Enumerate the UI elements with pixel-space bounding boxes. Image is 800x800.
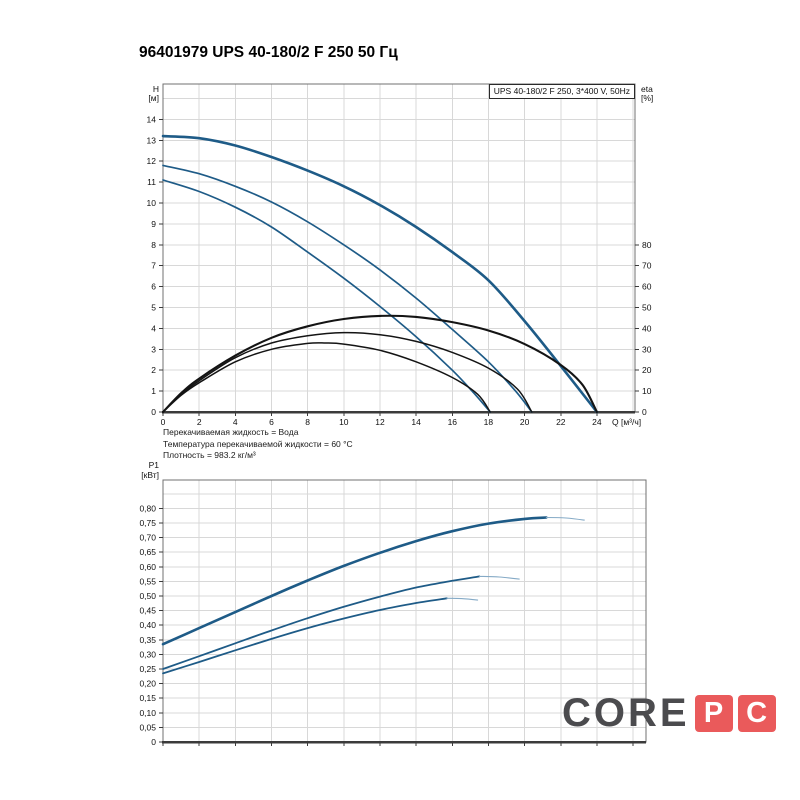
watermark-tile-p: P	[694, 694, 733, 732]
power-curve-speed3-tail	[545, 516, 585, 521]
bottom-chart-y-tick-label: 0,75	[139, 518, 156, 528]
bottom-chart-y-tick-label: 0,25	[139, 664, 156, 674]
top-chart-y-tick-label: 6	[151, 282, 156, 292]
top-chart-eta-axis-title: eta	[641, 84, 653, 94]
top-chart: 01234567891011121314H[м]0102030405060708…	[147, 83, 653, 427]
top-chart-x-axis-title: Q [м³/ч]	[612, 417, 641, 427]
watermark-word: CORE	[562, 691, 690, 735]
top-chart-x-tick-label: 0	[161, 417, 166, 427]
page-title: 96401979 UPS 40-180/2 F 250 50 Гц	[139, 44, 398, 61]
eta-curve-speed3	[161, 314, 598, 414]
top-chart-x-tick-label: 12	[375, 417, 385, 427]
top-chart-eta-tick-label: 10	[642, 386, 652, 396]
power-curve-speed3	[161, 516, 548, 646]
top-chart-grid	[163, 84, 635, 412]
top-chart-y-tick-label: 10	[147, 198, 157, 208]
top-chart-y-tick-label: 14	[147, 114, 157, 124]
bottom-chart-y-tick-label: 0,05	[139, 722, 156, 732]
top-chart-eta-tick-label: 80	[642, 240, 652, 250]
top-chart-y-tick-label: 12	[147, 156, 157, 166]
bottom-chart-y-axis-title: P1	[149, 460, 160, 470]
head-curve-speed3	[161, 134, 599, 414]
condition-temperature: Температура перекачиваемой жидкости = 60…	[163, 438, 353, 449]
top-chart-y-right-axis: 0 10 20 30 40 50 60 70 80 eta[%]	[635, 84, 653, 417]
conditions-block: Перекачиваемая жидкость = Вода Температу…	[163, 427, 353, 462]
bottom-chart-y-tick-label: 0,80	[139, 503, 156, 513]
top-chart-x-axis: 0 2 4 6 8 10 12 14 16 18 20 22 24 Q [м³/ч]	[161, 412, 641, 427]
top-chart-y-tick-label: 11	[147, 177, 156, 187]
bottom-chart-y-tick-label: 0,35	[139, 635, 156, 645]
top-chart-y-tick-label: 3	[151, 344, 156, 354]
watermark-tile-c: C	[737, 694, 776, 732]
watermark-logo: CORE P C	[562, 691, 776, 735]
bottom-chart-y-tick-label: 0,50	[139, 591, 156, 601]
condition-density: Плотность = 983.2 кг/м³	[163, 450, 256, 460]
eta-curve-speed2	[162, 331, 533, 413]
top-chart-y-tick-label: 1	[151, 386, 156, 396]
top-chart-y-tick-label: 13	[147, 135, 157, 145]
top-chart-y-tick-label: 9	[151, 219, 156, 229]
legend-label: UPS 40-180/2 F 250, 3*400 V, 50Hz	[493, 86, 630, 96]
top-chart-eta-axis-title: [%]	[641, 93, 653, 103]
bottom-chart-y-axis-title: [кВт]	[141, 470, 159, 480]
bottom-chart-y-tick-label: 0	[151, 737, 156, 747]
top-chart-x-tick-label: 16	[448, 417, 458, 427]
top-chart-y-tick-label: 5	[151, 303, 156, 313]
top-chart-y-tick-label: 0	[151, 407, 156, 417]
bottom-chart-y-tick-label: 0,10	[139, 708, 156, 718]
top-chart-x-tick-label: 10	[339, 417, 349, 427]
bottom-chart-y-tick-label: 0,30	[139, 649, 156, 659]
top-chart-y-axis-title: [м]	[148, 93, 159, 103]
top-chart-y-tick-label: 8	[151, 240, 156, 250]
bottom-chart-y-tick-label: 0,70	[139, 533, 156, 543]
top-chart-eta-tick-label: 70	[642, 261, 652, 271]
top-chart-eta-tick-label: 0	[642, 407, 647, 417]
eta-curve-speed1	[162, 342, 491, 413]
head-curve-speed2	[162, 164, 533, 413]
top-chart-y-axis-title: H	[153, 84, 159, 94]
top-chart-x-tick-label: 2	[197, 417, 202, 427]
top-chart-eta-tick-label: 40	[642, 323, 652, 333]
bottom-chart-y-tick-label: 0,40	[139, 620, 156, 630]
bottom-chart-y-tick-label: 0,15	[139, 693, 156, 703]
top-chart-x-tick-label: 18	[484, 417, 494, 427]
bottom-chart-y-tick-label: 0,55	[139, 576, 156, 586]
legend-box: UPS 40-180/2 F 250, 3*400 V, 50Hz	[488, 84, 635, 99]
bottom-chart: 0 0,05 0,10 0,15 0,20 0,25 0,30 0,35 0,40 0,45 0,5…	[139, 460, 647, 747]
top-chart-eta-tick-label: 60	[642, 282, 652, 292]
bottom-chart-y-tick-label: 0,45	[139, 606, 156, 616]
top-chart-eta-tick-label: 20	[642, 365, 652, 375]
bottom-chart-y-tick-label: 0,60	[139, 562, 156, 572]
head-curve-speed1	[162, 179, 492, 413]
top-chart-y-tick-label: 4	[151, 323, 156, 333]
top-chart-series	[161, 134, 599, 414]
top-chart-eta-tick-label: 50	[642, 303, 652, 313]
power-curve-speed2	[162, 575, 481, 670]
bottom-chart-x-axis	[162, 742, 634, 746]
top-chart-x-tick-label: 4	[233, 417, 238, 427]
power-curve-speed1-tail	[446, 597, 479, 601]
power-curve-speed1	[162, 597, 448, 675]
top-chart-x-tick-label: 8	[305, 417, 310, 427]
top-chart-x-tick-label: 22	[556, 417, 566, 427]
top-chart-eta-tick-label: 30	[642, 344, 652, 354]
power-curve-speed2-tail	[478, 575, 520, 580]
top-chart-x-tick-label: 24	[592, 417, 602, 427]
bottom-chart-series	[161, 516, 585, 675]
condition-fluid: Перекачиваемая жидкость = Вода	[163, 427, 299, 437]
bottom-chart-y-tick-label: 0,65	[139, 547, 156, 557]
bottom-chart-y-left-axis: 0 0,05 0,10 0,15 0,20 0,25 0,30 0,35 0,40 0,45 0,5…	[139, 460, 163, 747]
top-chart-y-tick-label: 2	[151, 365, 156, 375]
top-chart-y-tick-label: 7	[151, 261, 156, 271]
bottom-chart-y-tick-label: 0,20	[139, 679, 156, 689]
top-chart-x-tick-label: 6	[269, 417, 274, 427]
top-chart-x-tick-label: 20	[520, 417, 530, 427]
top-chart-x-tick-label: 14	[411, 417, 421, 427]
